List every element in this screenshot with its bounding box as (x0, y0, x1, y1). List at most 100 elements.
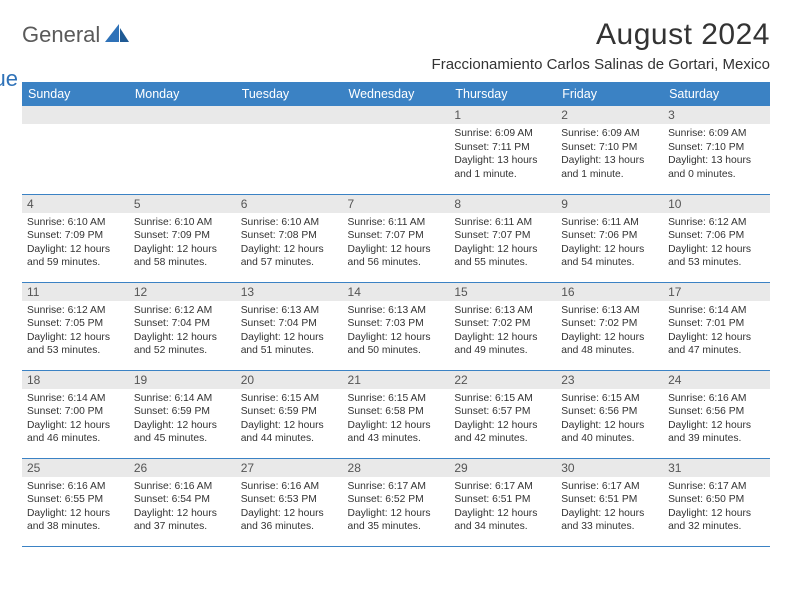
day-cell: 10 Sunrise: 6:12 AMSunset: 7:06 PMDayligh… (663, 194, 770, 282)
day-number: 1 (449, 106, 556, 124)
day-cell: 6Sunrise: 6:10 AMSunset: 7:08 PMDaylight… (236, 194, 343, 282)
day-detail: Sunrise: 6:12 AMSunset: 7:06 PMDaylight:… (668, 216, 765, 270)
day-number: 24 (663, 371, 770, 389)
day-cell (129, 106, 236, 194)
day-number: 23 (556, 371, 663, 389)
day-detail: Sunrise: 6:13 AMSunset: 7:02 PMDaylight:… (561, 304, 658, 358)
week-row: 25 Sunrise: 6:16 AMSunset: 6:55 PMDayligh… (22, 458, 770, 546)
day-number: 28 (343, 459, 450, 477)
day-cell: 9 Sunrise: 6:11 AMSunset: 7:06 PMDaylight… (556, 194, 663, 282)
logo-sail-icon (105, 24, 131, 44)
day-detail: Sunrise: 6:13 AMSunset: 7:02 PMDaylight:… (454, 304, 551, 358)
day-cell (22, 106, 129, 194)
day-number: 12 (129, 283, 236, 301)
day-detail: Sunrise: 6:16 AMSunset: 6:54 PMDaylight:… (134, 480, 231, 534)
day-cell: 7 Sunrise: 6:11 AMSunset: 7:07 PMDaylight… (343, 194, 450, 282)
day-number: 26 (129, 459, 236, 477)
page-subtitle: Fraccionamiento Carlos Salinas de Gortar… (432, 56, 770, 73)
week-row: 1 Sunrise: 6:09 AMSunset: 7:11 PMDaylight… (22, 106, 770, 194)
day-cell: 27 Sunrise: 6:16 AMSunset: 6:53 PMDayligh… (236, 458, 343, 546)
day-detail: Sunrise: 6:11 AMSunset: 7:07 PMDaylight:… (454, 216, 551, 270)
day-number: 9 (556, 195, 663, 213)
day-number: 16 (556, 283, 663, 301)
day-number: 7 (343, 195, 450, 213)
day-detail: Sunrise: 6:16 AMSunset: 6:55 PMDaylight:… (27, 480, 124, 534)
title-block: August 2024 Fraccionamiento Carlos Salin… (432, 18, 770, 73)
day-cell: 8 Sunrise: 6:11 AMSunset: 7:07 PMDaylight… (449, 194, 556, 282)
day-cell: 15Sunrise: 6:13 AMSunset: 7:02 PMDayligh… (449, 282, 556, 370)
day-cell: 18Sunrise: 6:14 AMSunset: 7:00 PMDayligh… (22, 370, 129, 458)
day-number (343, 106, 450, 124)
day-number: 20 (236, 371, 343, 389)
day-detail: Sunrise: 6:11 AMSunset: 7:07 PMDaylight:… (348, 216, 445, 270)
day-detail: Sunrise: 6:13 AMSunset: 7:04 PMDaylight:… (241, 304, 338, 358)
day-cell: 29 Sunrise: 6:17 AMSunset: 6:51 PMDayligh… (449, 458, 556, 546)
day-detail: Sunrise: 6:15 AMSunset: 6:59 PMDaylight:… (241, 392, 338, 446)
week-row: 18Sunrise: 6:14 AMSunset: 7:00 PMDayligh… (22, 370, 770, 458)
day-number (236, 106, 343, 124)
day-number: 18 (22, 371, 129, 389)
day-cell (236, 106, 343, 194)
day-header: Monday (129, 82, 236, 106)
day-number: 14 (343, 283, 450, 301)
day-number: 11 (22, 283, 129, 301)
day-number: 22 (449, 371, 556, 389)
calendar-table: SundayMondayTuesdayWednesdayThursdayFrid… (22, 82, 770, 547)
logo-text-general: General (22, 22, 100, 47)
day-cell: 5Sunrise: 6:10 AMSunset: 7:09 PMDaylight… (129, 194, 236, 282)
day-cell: 30 Sunrise: 6:17 AMSunset: 6:51 PMDayligh… (556, 458, 663, 546)
day-detail: Sunrise: 6:15 AMSunset: 6:58 PMDaylight:… (348, 392, 445, 446)
day-cell: 31 Sunrise: 6:17 AMSunset: 6:50 PMDayligh… (663, 458, 770, 546)
day-cell: 4Sunrise: 6:10 AMSunset: 7:09 PMDaylight… (22, 194, 129, 282)
day-number (22, 106, 129, 124)
day-detail: Sunrise: 6:17 AMSunset: 6:51 PMDaylight:… (561, 480, 658, 534)
day-number: 25 (22, 459, 129, 477)
day-cell: 11 Sunrise: 6:12 AMSunset: 7:05 PMDayligh… (22, 282, 129, 370)
day-cell: 17Sunrise: 6:14 AMSunset: 7:01 PMDayligh… (663, 282, 770, 370)
day-number: 10 (663, 195, 770, 213)
day-cell: 13Sunrise: 6:13 AMSunset: 7:04 PMDayligh… (236, 282, 343, 370)
day-cell: 2 Sunrise: 6:09 AMSunset: 7:10 PMDaylight… (556, 106, 663, 194)
day-detail: Sunrise: 6:17 AMSunset: 6:51 PMDaylight:… (454, 480, 551, 534)
day-cell: 24 Sunrise: 6:16 AMSunset: 6:56 PMDayligh… (663, 370, 770, 458)
week-row: 11 Sunrise: 6:12 AMSunset: 7:05 PMDayligh… (22, 282, 770, 370)
day-number: 30 (556, 459, 663, 477)
day-detail: Sunrise: 6:09 AMSunset: 7:11 PMDaylight:… (454, 127, 551, 181)
day-detail: Sunrise: 6:17 AMSunset: 6:50 PMDaylight:… (668, 480, 765, 534)
page-title: August 2024 (432, 18, 770, 52)
day-cell: 12 Sunrise: 6:12 AMSunset: 7:04 PMDayligh… (129, 282, 236, 370)
day-detail: Sunrise: 6:14 AMSunset: 6:59 PMDaylight:… (134, 392, 231, 446)
day-cell: 3Sunrise: 6:09 AMSunset: 7:10 PMDaylight… (663, 106, 770, 194)
day-number: 8 (449, 195, 556, 213)
day-number: 29 (449, 459, 556, 477)
day-cell: 25 Sunrise: 6:16 AMSunset: 6:55 PMDayligh… (22, 458, 129, 546)
day-detail: Sunrise: 6:17 AMSunset: 6:52 PMDaylight:… (348, 480, 445, 534)
day-cell: 21Sunrise: 6:15 AMSunset: 6:58 PMDayligh… (343, 370, 450, 458)
day-number: 31 (663, 459, 770, 477)
day-number: 19 (129, 371, 236, 389)
day-header: Tuesday (236, 82, 343, 106)
day-detail: Sunrise: 6:12 AMSunset: 7:04 PMDaylight:… (134, 304, 231, 358)
logo: General Blue (22, 18, 131, 74)
day-number: 2 (556, 106, 663, 124)
day-number: 6 (236, 195, 343, 213)
day-detail: Sunrise: 6:10 AMSunset: 7:09 PMDaylight:… (27, 216, 124, 270)
day-cell: 28 Sunrise: 6:17 AMSunset: 6:52 PMDayligh… (343, 458, 450, 546)
day-detail: Sunrise: 6:10 AMSunset: 7:09 PMDaylight:… (134, 216, 231, 270)
day-detail: Sunrise: 6:11 AMSunset: 7:06 PMDaylight:… (561, 216, 658, 270)
day-cell: 22 Sunrise: 6:15 AMSunset: 6:57 PMDayligh… (449, 370, 556, 458)
day-cell: 19 Sunrise: 6:14 AMSunset: 6:59 PMDayligh… (129, 370, 236, 458)
day-cell: 16 Sunrise: 6:13 AMSunset: 7:02 PMDayligh… (556, 282, 663, 370)
day-number: 27 (236, 459, 343, 477)
day-header: Friday (556, 82, 663, 106)
day-cell: 14Sunrise: 6:13 AMSunset: 7:03 PMDayligh… (343, 282, 450, 370)
day-detail: Sunrise: 6:16 AMSunset: 6:56 PMDaylight:… (668, 392, 765, 446)
day-detail: Sunrise: 6:16 AMSunset: 6:53 PMDaylight:… (241, 480, 338, 534)
day-header-row: SundayMondayTuesdayWednesdayThursdayFrid… (22, 82, 770, 106)
day-header: Thursday (449, 82, 556, 106)
day-detail: Sunrise: 6:15 AMSunset: 6:57 PMDaylight:… (454, 392, 551, 446)
day-detail: Sunrise: 6:12 AMSunset: 7:05 PMDaylight:… (27, 304, 124, 358)
day-detail: Sunrise: 6:09 AMSunset: 7:10 PMDaylight:… (561, 127, 658, 181)
calendar-body: 1 Sunrise: 6:09 AMSunset: 7:11 PMDaylight… (22, 106, 770, 546)
day-cell: 26 Sunrise: 6:16 AMSunset: 6:54 PMDayligh… (129, 458, 236, 546)
